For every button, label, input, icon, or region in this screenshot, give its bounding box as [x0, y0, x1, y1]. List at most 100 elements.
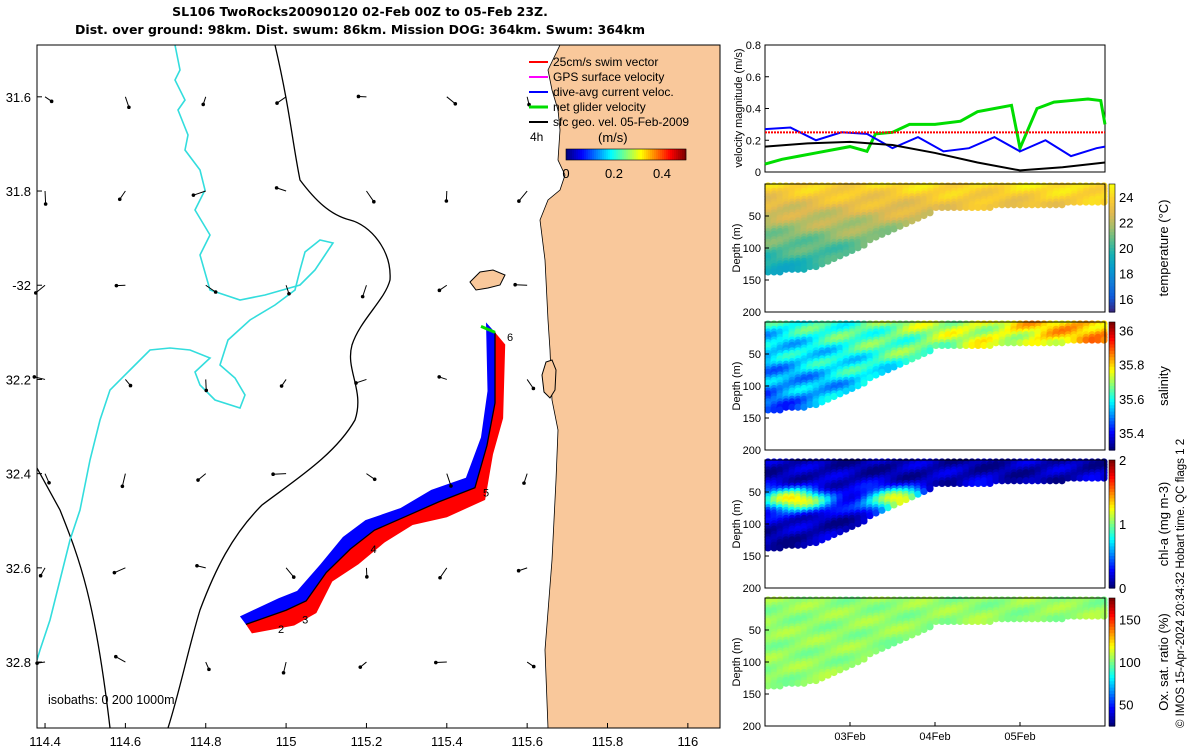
section-cell	[1064, 336, 1072, 344]
section-cell	[1016, 615, 1024, 623]
section-colorbar-cell	[1109, 187, 1115, 191]
section-cell	[1052, 615, 1060, 623]
section-cell	[938, 341, 946, 350]
section-cell	[1076, 198, 1084, 206]
geo-arrow-head	[522, 481, 526, 485]
section-colorbar-cell	[1109, 292, 1115, 297]
section-cell	[914, 628, 922, 636]
section-colorbar-label: temperature (°C)	[1156, 200, 1171, 297]
section-cell	[914, 352, 922, 360]
section-cell	[794, 541, 802, 549]
section-colorbar-cell	[1109, 434, 1115, 438]
section-y-tick-label: 50	[749, 211, 761, 223]
section-cell	[824, 533, 832, 541]
section-colorbar-cell	[1109, 235, 1115, 239]
section-colorbar-cell	[1109, 305, 1115, 310]
section-colorbar-cell	[1109, 662, 1115, 666]
section-cell	[878, 230, 886, 238]
section-cell	[1028, 615, 1036, 623]
geo-arrow-head	[531, 386, 536, 391]
map-y-axis: 31.6 31.8 -32 32.2 32.4 32.6 32.8	[6, 90, 42, 670]
section-cell	[1040, 615, 1048, 623]
section-colorbar-cell	[1109, 495, 1115, 499]
section-colorbar-cell	[1109, 520, 1115, 525]
map-x-tick-label: 115.2	[351, 734, 383, 749]
section-colorbar-cell	[1109, 463, 1115, 467]
section-colorbar-cell	[1109, 636, 1115, 641]
map-x-tick-label: 114.8	[190, 734, 222, 749]
geo-arrow-head	[516, 568, 521, 573]
section-colorbar-cell	[1109, 671, 1115, 676]
section-cell	[1064, 612, 1072, 620]
section-cell	[1100, 198, 1108, 206]
section-colorbar-cell	[1109, 446, 1115, 451]
section-colorbar-tick-label: 2	[1119, 453, 1126, 468]
section-cell	[860, 517, 868, 525]
section-colorbar-cell	[1109, 584, 1115, 589]
section-y-tick-label: 100	[743, 657, 761, 669]
section-colorbar-cell	[1109, 581, 1115, 586]
section-cell	[920, 487, 928, 496]
section-colorbar-cell	[1109, 556, 1115, 560]
section-colorbar-cell	[1109, 716, 1115, 721]
section-cell	[896, 222, 904, 230]
velocity-series	[764, 97, 1107, 172]
section-cell	[824, 395, 832, 403]
colorbar-cell	[630, 149, 633, 160]
section-cell	[950, 341, 958, 350]
section-colorbar-cell	[1109, 370, 1115, 374]
section-cell	[974, 341, 982, 350]
colorbar-cell	[682, 149, 685, 160]
section-cell	[1100, 612, 1108, 620]
section-cell	[1028, 201, 1036, 209]
section-colorbar-cell	[1109, 540, 1115, 544]
section-cell	[1016, 477, 1024, 485]
section-cell	[974, 617, 982, 626]
section-cell	[836, 666, 844, 674]
map-y-tick-label: -32	[12, 278, 31, 293]
geo-arrow-head	[434, 660, 438, 665]
section-cell	[962, 617, 970, 626]
colorbar-cell	[656, 149, 659, 160]
geo-arrow-head	[47, 481, 51, 485]
colorbar-cell	[620, 149, 623, 160]
section-colorbar-cell	[1109, 241, 1115, 246]
geo-arrow-head	[437, 375, 442, 379]
time-annotation: 4h	[530, 130, 543, 144]
section-colorbar-cell	[1109, 225, 1115, 230]
section-colorbar-cell	[1109, 232, 1115, 236]
section-cell	[854, 382, 862, 390]
geo-arrow-head	[291, 575, 296, 579]
section-cell	[884, 366, 892, 374]
section-colorbar-cell	[1109, 341, 1115, 345]
section-cell	[1016, 201, 1024, 209]
velocity-y-tick-label: 0.6	[746, 72, 761, 84]
section-colorbar-cell	[1109, 498, 1115, 503]
section-y-tick-label: 50	[749, 349, 761, 361]
geo-arrow	[276, 96, 287, 104]
velocity-y-tick-label: 0.2	[746, 135, 761, 147]
section-cell	[800, 541, 808, 549]
section-cell	[938, 479, 946, 488]
section-cell	[992, 477, 1000, 485]
map-y-tick-label: 31.6	[6, 90, 31, 105]
section-cell	[1100, 474, 1108, 482]
section-colorbar-cell	[1109, 366, 1115, 371]
section-colorbar-frame	[1108, 597, 1116, 727]
section-cell	[1076, 336, 1084, 344]
section-colorbar-tick-label: 18	[1119, 267, 1133, 282]
section-cell	[944, 617, 952, 626]
section-cell	[770, 544, 778, 552]
colorbar-cell	[604, 149, 607, 160]
waypoint-label: 2	[278, 624, 284, 636]
section-colorbar-cell	[1109, 684, 1115, 689]
colorbar-cell	[582, 149, 585, 160]
section-colorbar-cell	[1109, 646, 1115, 650]
section-colorbar-cell	[1109, 626, 1115, 631]
section-cell	[1064, 198, 1072, 206]
map-frame	[36, 44, 721, 729]
section-colorbar-cell	[1109, 395, 1115, 400]
section-y-tick-label: 100	[743, 519, 761, 531]
section-colorbar-cell	[1109, 206, 1115, 211]
salinity-section: 50 100 150 200 Depth (m) 35.4 35.6 35.8 36 salini…	[731, 320, 1171, 457]
